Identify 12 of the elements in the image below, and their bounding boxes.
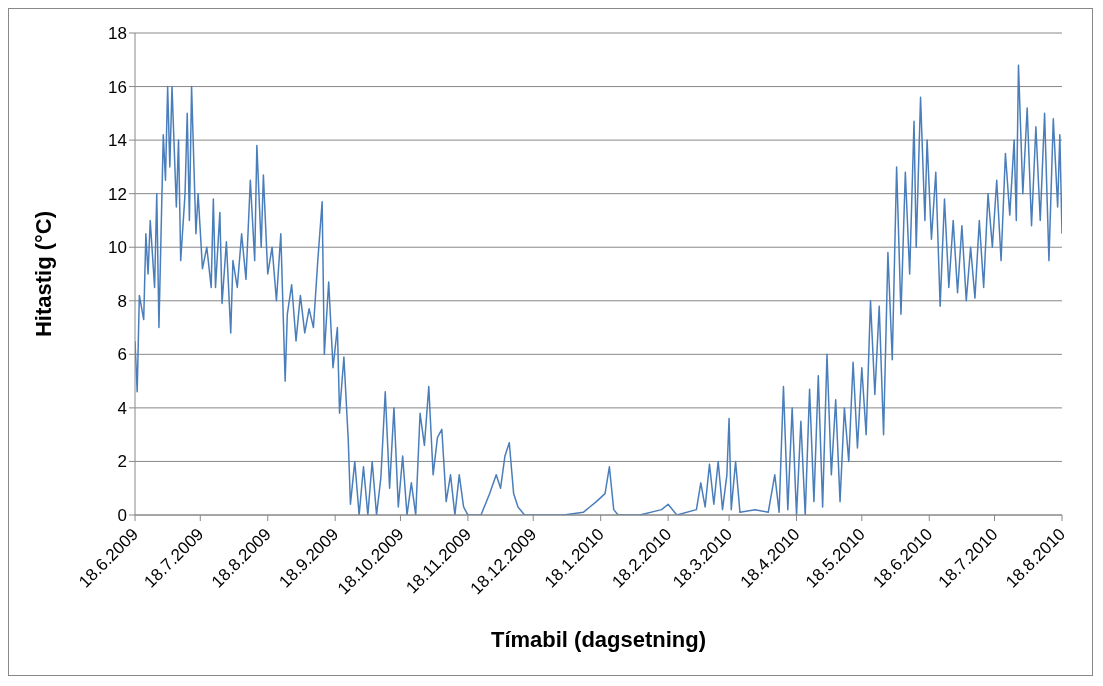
y-tick-label: 16 xyxy=(108,77,127,97)
x-axis-title: Tímabil (dagsetning) xyxy=(490,627,707,652)
y-tick-label: 6 xyxy=(117,345,127,365)
y-tick-label: 12 xyxy=(108,184,127,204)
y-tick-label: 14 xyxy=(108,131,127,151)
y-tick-label: 2 xyxy=(117,452,127,472)
y-tick-label: 10 xyxy=(108,238,127,258)
y-tick-label: 0 xyxy=(117,506,127,526)
y-tick-label: 8 xyxy=(117,291,127,311)
y-tick-label: 18 xyxy=(108,24,127,44)
y-axis-title: Hitastig (°C) xyxy=(30,210,56,338)
y-tick-label: 4 xyxy=(117,398,127,418)
